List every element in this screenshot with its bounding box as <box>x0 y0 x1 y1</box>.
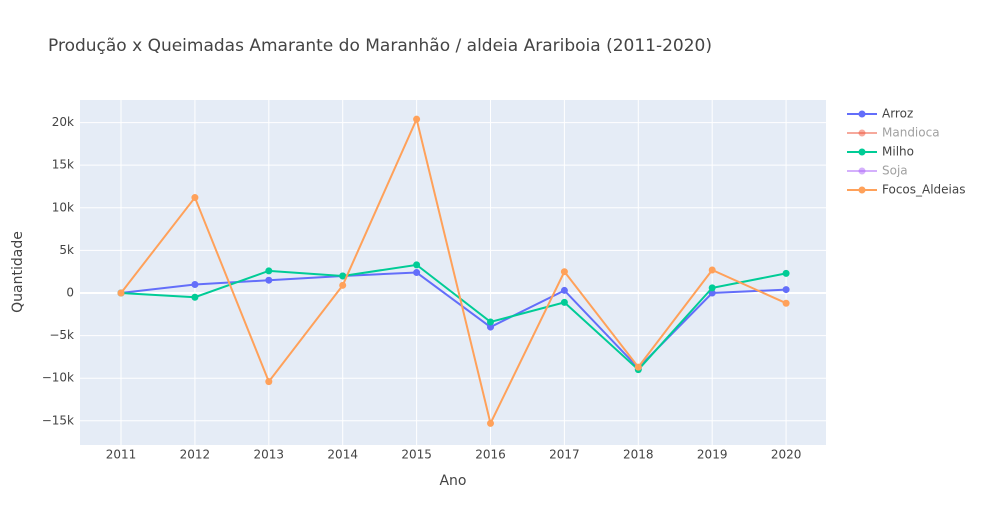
data-point <box>265 378 273 386</box>
y-tick-label: 5k <box>59 243 74 257</box>
legend-marker <box>858 148 866 156</box>
series-line <box>120 271 787 370</box>
legend-label: Mandioca <box>882 126 940 140</box>
legend-marker <box>858 129 866 137</box>
x-tick-label: 2017 <box>549 448 580 462</box>
series-line <box>120 263 787 372</box>
legend-label: Focos_Aldeias <box>882 183 966 197</box>
legend-marker <box>858 186 866 194</box>
data-point <box>782 269 790 277</box>
y-axis-title: Quantidade <box>10 231 26 313</box>
data-point <box>265 276 273 284</box>
x-tick-label: 2012 <box>180 448 211 462</box>
data-point <box>413 269 421 277</box>
x-tick-label: 2019 <box>697 448 728 462</box>
data-point <box>560 286 568 294</box>
data-point <box>191 280 199 288</box>
series-line <box>120 116 787 427</box>
data-point <box>191 194 199 202</box>
data-point <box>117 289 125 297</box>
data-point <box>708 266 716 274</box>
x-tick-label: 2018 <box>623 448 654 462</box>
x-tick-label: 2014 <box>327 448 358 462</box>
data-point <box>487 323 495 331</box>
legend-marker <box>858 167 866 175</box>
legend-label: Arroz <box>882 107 913 121</box>
y-tick-label: −5k <box>49 328 74 342</box>
data-point <box>560 298 568 306</box>
y-tick-label: −10k <box>42 371 74 385</box>
y-tick-label: 20k <box>52 115 74 129</box>
x-axis-title: Ano <box>439 473 466 489</box>
x-tick-label: 2013 <box>254 448 285 462</box>
y-tick-label: 0 <box>66 285 74 299</box>
legend-marker <box>858 110 866 118</box>
data-point <box>413 115 421 123</box>
data-point <box>634 363 642 371</box>
data-point <box>560 268 568 276</box>
data-point <box>413 261 421 269</box>
x-tick-label: 2020 <box>771 448 802 462</box>
data-point <box>487 318 495 326</box>
legend-label: Milho <box>882 145 914 159</box>
data-point <box>708 284 716 292</box>
data-point <box>487 419 495 427</box>
x-tick-label: 2015 <box>401 448 432 462</box>
data-point <box>339 281 347 289</box>
data-point <box>782 299 790 307</box>
y-tick-label: 10k <box>52 200 74 214</box>
chart-title: Produção x Queimadas Amarante do Maranhã… <box>48 36 712 56</box>
legend-label: Soja <box>882 164 908 178</box>
data-point <box>191 293 199 301</box>
data-point <box>782 286 790 294</box>
y-tick-label: 15k <box>52 158 74 172</box>
y-tick-label: −15k <box>42 413 74 427</box>
data-point <box>265 267 273 275</box>
data-point <box>339 272 347 280</box>
x-tick-label: 2016 <box>475 448 506 462</box>
x-tick-label: 2011 <box>106 448 137 462</box>
